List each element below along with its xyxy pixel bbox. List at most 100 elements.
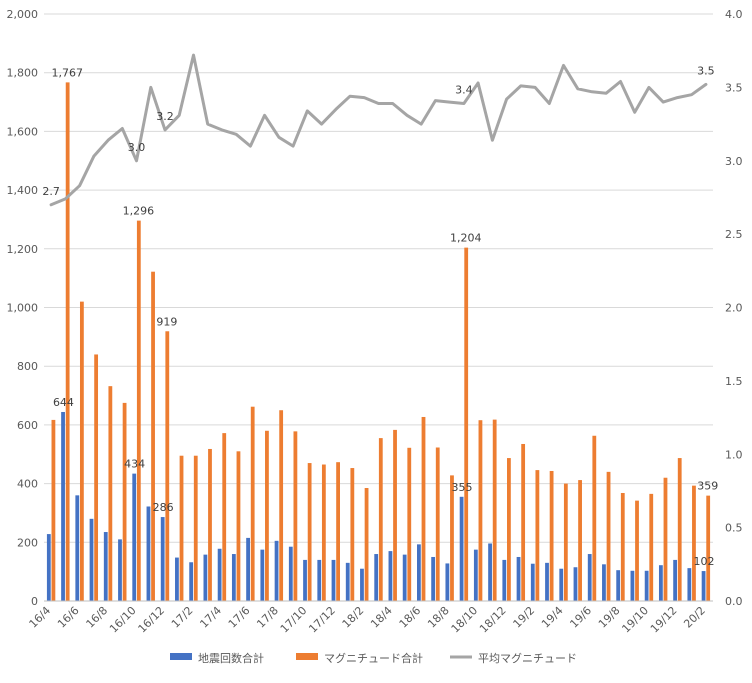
y-right-tick-label: 2.5 — [725, 228, 743, 241]
bar-quake-count — [231, 554, 236, 601]
data-label: 3.5 — [697, 64, 715, 77]
bar-magnitude-total — [464, 247, 469, 601]
bar-magnitude-total — [435, 447, 440, 601]
x-tick-label: 18/2 — [340, 604, 367, 631]
x-tick-label: 19/10 — [619, 604, 651, 636]
bar-quake-count — [573, 567, 578, 601]
data-label: 1,296 — [123, 205, 155, 218]
legend-swatch — [296, 653, 318, 660]
x-tick-label: 18/10 — [449, 604, 481, 636]
bar-magnitude-total — [706, 495, 711, 601]
bar-magnitude-total — [193, 455, 198, 601]
bar-quake-count — [175, 557, 179, 601]
bar-quake-count — [260, 549, 265, 601]
y-right-tick-label: 1.0 — [725, 448, 743, 461]
data-label: 102 — [693, 555, 714, 568]
data-label: 1,767 — [52, 66, 84, 79]
data-label: 2.7 — [42, 185, 60, 198]
data-label: 1,204 — [450, 232, 482, 245]
y-left-tick-label: 1,000 — [7, 302, 39, 315]
bar-quake-count — [331, 559, 336, 601]
bar-quake-count — [132, 473, 137, 601]
bar-quake-count — [203, 554, 208, 601]
bar-magnitude-total — [108, 386, 113, 601]
bar-quake-count — [602, 564, 606, 601]
bar-quake-count — [246, 537, 250, 601]
data-label: 919 — [156, 315, 177, 328]
bar-magnitude-total — [692, 485, 696, 601]
bar-quake-count — [317, 559, 322, 601]
data-label: 3.0 — [128, 141, 146, 154]
bar-magnitude-total — [79, 301, 84, 601]
bar-quake-count — [488, 543, 492, 601]
bar-quake-count — [146, 506, 151, 601]
bar-quake-count — [217, 548, 222, 601]
bar-magnitude-total — [620, 492, 625, 601]
bar-quake-count — [502, 559, 507, 601]
legend-label: マグニチュード合計 — [324, 651, 423, 665]
bar-magnitude-total — [265, 430, 269, 601]
y-right-tick-label: 0.5 — [725, 522, 743, 535]
bar-magnitude-total — [94, 354, 99, 601]
bar-magnitude-total — [279, 410, 284, 601]
bar-magnitude-total — [122, 402, 127, 601]
bar-magnitude-total — [136, 220, 141, 601]
legend-label: 平均マグニチュード — [478, 651, 577, 665]
y-left-tick-label: 1,200 — [7, 243, 39, 256]
bar-magnitude-total — [208, 448, 212, 601]
data-label: 359 — [697, 480, 718, 493]
bar-quake-count — [61, 411, 65, 601]
bar-magnitude-total — [222, 433, 227, 601]
bar-magnitude-total — [293, 431, 298, 601]
bar-quake-count — [75, 495, 80, 601]
legend-swatch — [170, 653, 192, 660]
bar-magnitude-total — [336, 462, 340, 601]
bar-magnitude-total — [492, 419, 497, 601]
bar-magnitude-total — [350, 468, 355, 601]
bar-quake-count — [360, 568, 364, 601]
bar-magnitude-total — [478, 420, 483, 601]
y-right-tick-label: 1.5 — [725, 375, 743, 388]
data-label: 3.4 — [455, 84, 473, 97]
x-tick-label: 19/2 — [511, 604, 538, 631]
x-tick-label: 18/6 — [397, 604, 424, 631]
bar-quake-count — [89, 518, 94, 601]
bar-magnitude-total — [549, 470, 554, 601]
bar-quake-count — [644, 570, 649, 601]
bar-quake-count — [118, 539, 122, 601]
y-left-tick-label: 1,400 — [7, 184, 39, 197]
bar-quake-count — [189, 562, 194, 601]
bar-magnitude-total — [151, 271, 155, 601]
bar-quake-count — [274, 540, 279, 601]
bar-magnitude-total — [677, 458, 682, 601]
data-label: 644 — [53, 396, 74, 409]
bar-magnitude-total — [179, 455, 184, 601]
bar-magnitude-total — [592, 435, 597, 601]
bar-magnitude-total — [236, 451, 241, 601]
bar-magnitude-total — [521, 443, 526, 601]
bar-magnitude-total — [307, 463, 312, 601]
bar-quake-count — [374, 554, 379, 601]
bar-quake-count — [160, 517, 165, 601]
bar-magnitude-total — [321, 464, 326, 601]
bar-quake-count — [473, 549, 478, 601]
bar-quake-count — [388, 551, 393, 601]
x-tick-label: 16/6 — [55, 604, 82, 631]
bar-magnitude-total — [663, 477, 668, 601]
data-label: 3.2 — [156, 110, 174, 123]
bar-quake-count — [673, 559, 678, 601]
x-tick-label: 17/2 — [169, 604, 196, 631]
y-left-tick-label: 400 — [17, 478, 38, 491]
bar-magnitude-total — [250, 406, 255, 601]
data-label: 355 — [452, 481, 473, 494]
x-tick-label: 17/6 — [226, 604, 253, 631]
bar-quake-count — [516, 556, 521, 601]
y-right-tick-label: 3.5 — [725, 81, 743, 94]
y-left-tick-label: 800 — [17, 360, 38, 373]
data-label: 434 — [124, 458, 145, 471]
bar-magnitude-total — [507, 458, 511, 601]
bar-quake-count — [103, 532, 108, 601]
x-tick-label: 18/4 — [368, 604, 395, 631]
